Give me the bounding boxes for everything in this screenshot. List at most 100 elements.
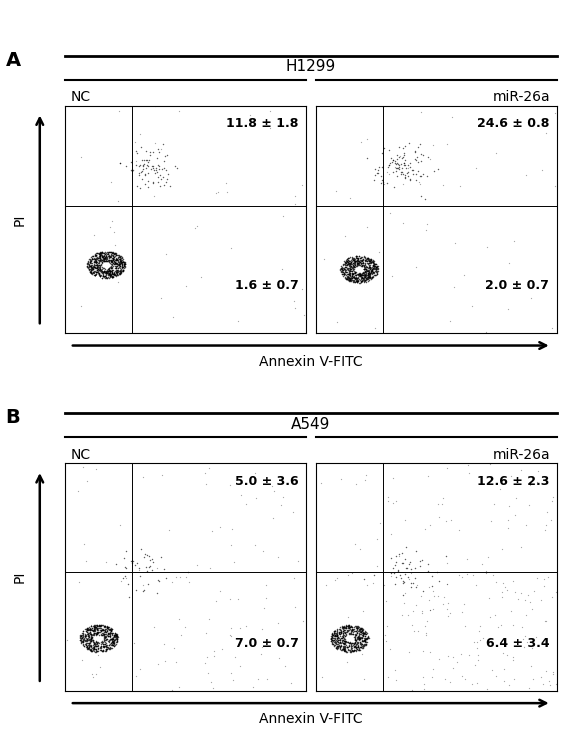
Point	[108, 252, 117, 264]
Point	[403, 167, 412, 179]
Point	[92, 262, 101, 274]
Point	[92, 641, 101, 653]
Point	[262, 592, 271, 604]
Point	[429, 585, 438, 597]
Point	[360, 259, 369, 270]
Point	[492, 670, 501, 682]
Point	[103, 264, 112, 276]
Point	[354, 633, 363, 645]
Point	[85, 627, 94, 638]
Point	[360, 630, 370, 642]
Point	[86, 624, 95, 635]
Point	[359, 627, 368, 639]
Point	[412, 168, 421, 180]
Point	[355, 256, 364, 267]
Point	[372, 261, 381, 273]
Point	[344, 622, 353, 634]
Point	[103, 265, 112, 277]
Point	[357, 638, 366, 650]
Point	[361, 634, 370, 646]
Point	[346, 621, 355, 633]
Point	[105, 639, 114, 651]
Point	[127, 557, 136, 568]
Point	[333, 634, 342, 646]
Point	[360, 270, 369, 282]
Point	[358, 269, 367, 281]
Point	[138, 162, 147, 174]
Point	[339, 629, 348, 641]
Point	[138, 471, 147, 483]
Point	[358, 267, 367, 279]
Point	[350, 640, 359, 652]
Point	[503, 522, 512, 534]
Point	[500, 581, 509, 593]
Point	[96, 638, 105, 650]
Point	[108, 270, 118, 282]
Point	[110, 255, 119, 267]
Point	[95, 264, 104, 276]
Point	[359, 630, 368, 641]
Point	[79, 630, 88, 641]
Point	[111, 249, 120, 261]
Point	[270, 485, 279, 497]
Point	[345, 264, 354, 276]
Point	[355, 627, 364, 639]
Point	[340, 635, 349, 647]
Point	[344, 627, 353, 639]
Point	[363, 133, 372, 145]
Point	[345, 255, 354, 267]
Point	[338, 262, 347, 274]
Point	[366, 257, 375, 269]
Point	[95, 260, 105, 272]
Point	[358, 631, 367, 643]
Point	[353, 276, 362, 288]
Point	[99, 619, 108, 631]
Point	[109, 252, 118, 264]
Point	[348, 624, 357, 635]
Point	[76, 299, 85, 311]
Point	[106, 633, 115, 645]
Point	[350, 267, 359, 279]
Point	[90, 248, 99, 260]
Point	[456, 180, 465, 192]
Point	[94, 268, 103, 280]
Point	[351, 640, 360, 652]
Point	[94, 624, 103, 636]
Point	[108, 253, 118, 264]
Point	[98, 254, 107, 266]
Point	[83, 630, 92, 641]
Point	[341, 620, 350, 632]
Point	[549, 666, 558, 678]
Point	[93, 264, 102, 276]
Point	[357, 638, 366, 650]
Point	[340, 622, 349, 634]
Point	[138, 159, 147, 171]
Point	[349, 623, 358, 635]
Point	[118, 264, 127, 276]
Point	[352, 641, 361, 653]
Point	[93, 256, 102, 268]
Text: PI: PI	[12, 213, 26, 226]
Point	[345, 274, 354, 286]
Point	[364, 253, 373, 264]
Point	[93, 628, 102, 640]
Point	[108, 255, 117, 267]
Point	[352, 250, 361, 262]
Point	[105, 264, 114, 276]
Point	[347, 624, 357, 635]
Point	[344, 620, 353, 632]
Point	[115, 105, 124, 117]
Point	[153, 587, 162, 599]
Point	[157, 551, 166, 562]
Point	[105, 265, 114, 277]
Point	[350, 640, 359, 652]
Point	[83, 621, 92, 633]
Point	[357, 624, 366, 635]
Point	[97, 642, 106, 654]
Point	[115, 258, 124, 270]
Point	[429, 591, 438, 603]
Point	[93, 267, 102, 279]
Point	[101, 250, 110, 262]
Point	[355, 623, 364, 635]
Point	[103, 267, 112, 279]
